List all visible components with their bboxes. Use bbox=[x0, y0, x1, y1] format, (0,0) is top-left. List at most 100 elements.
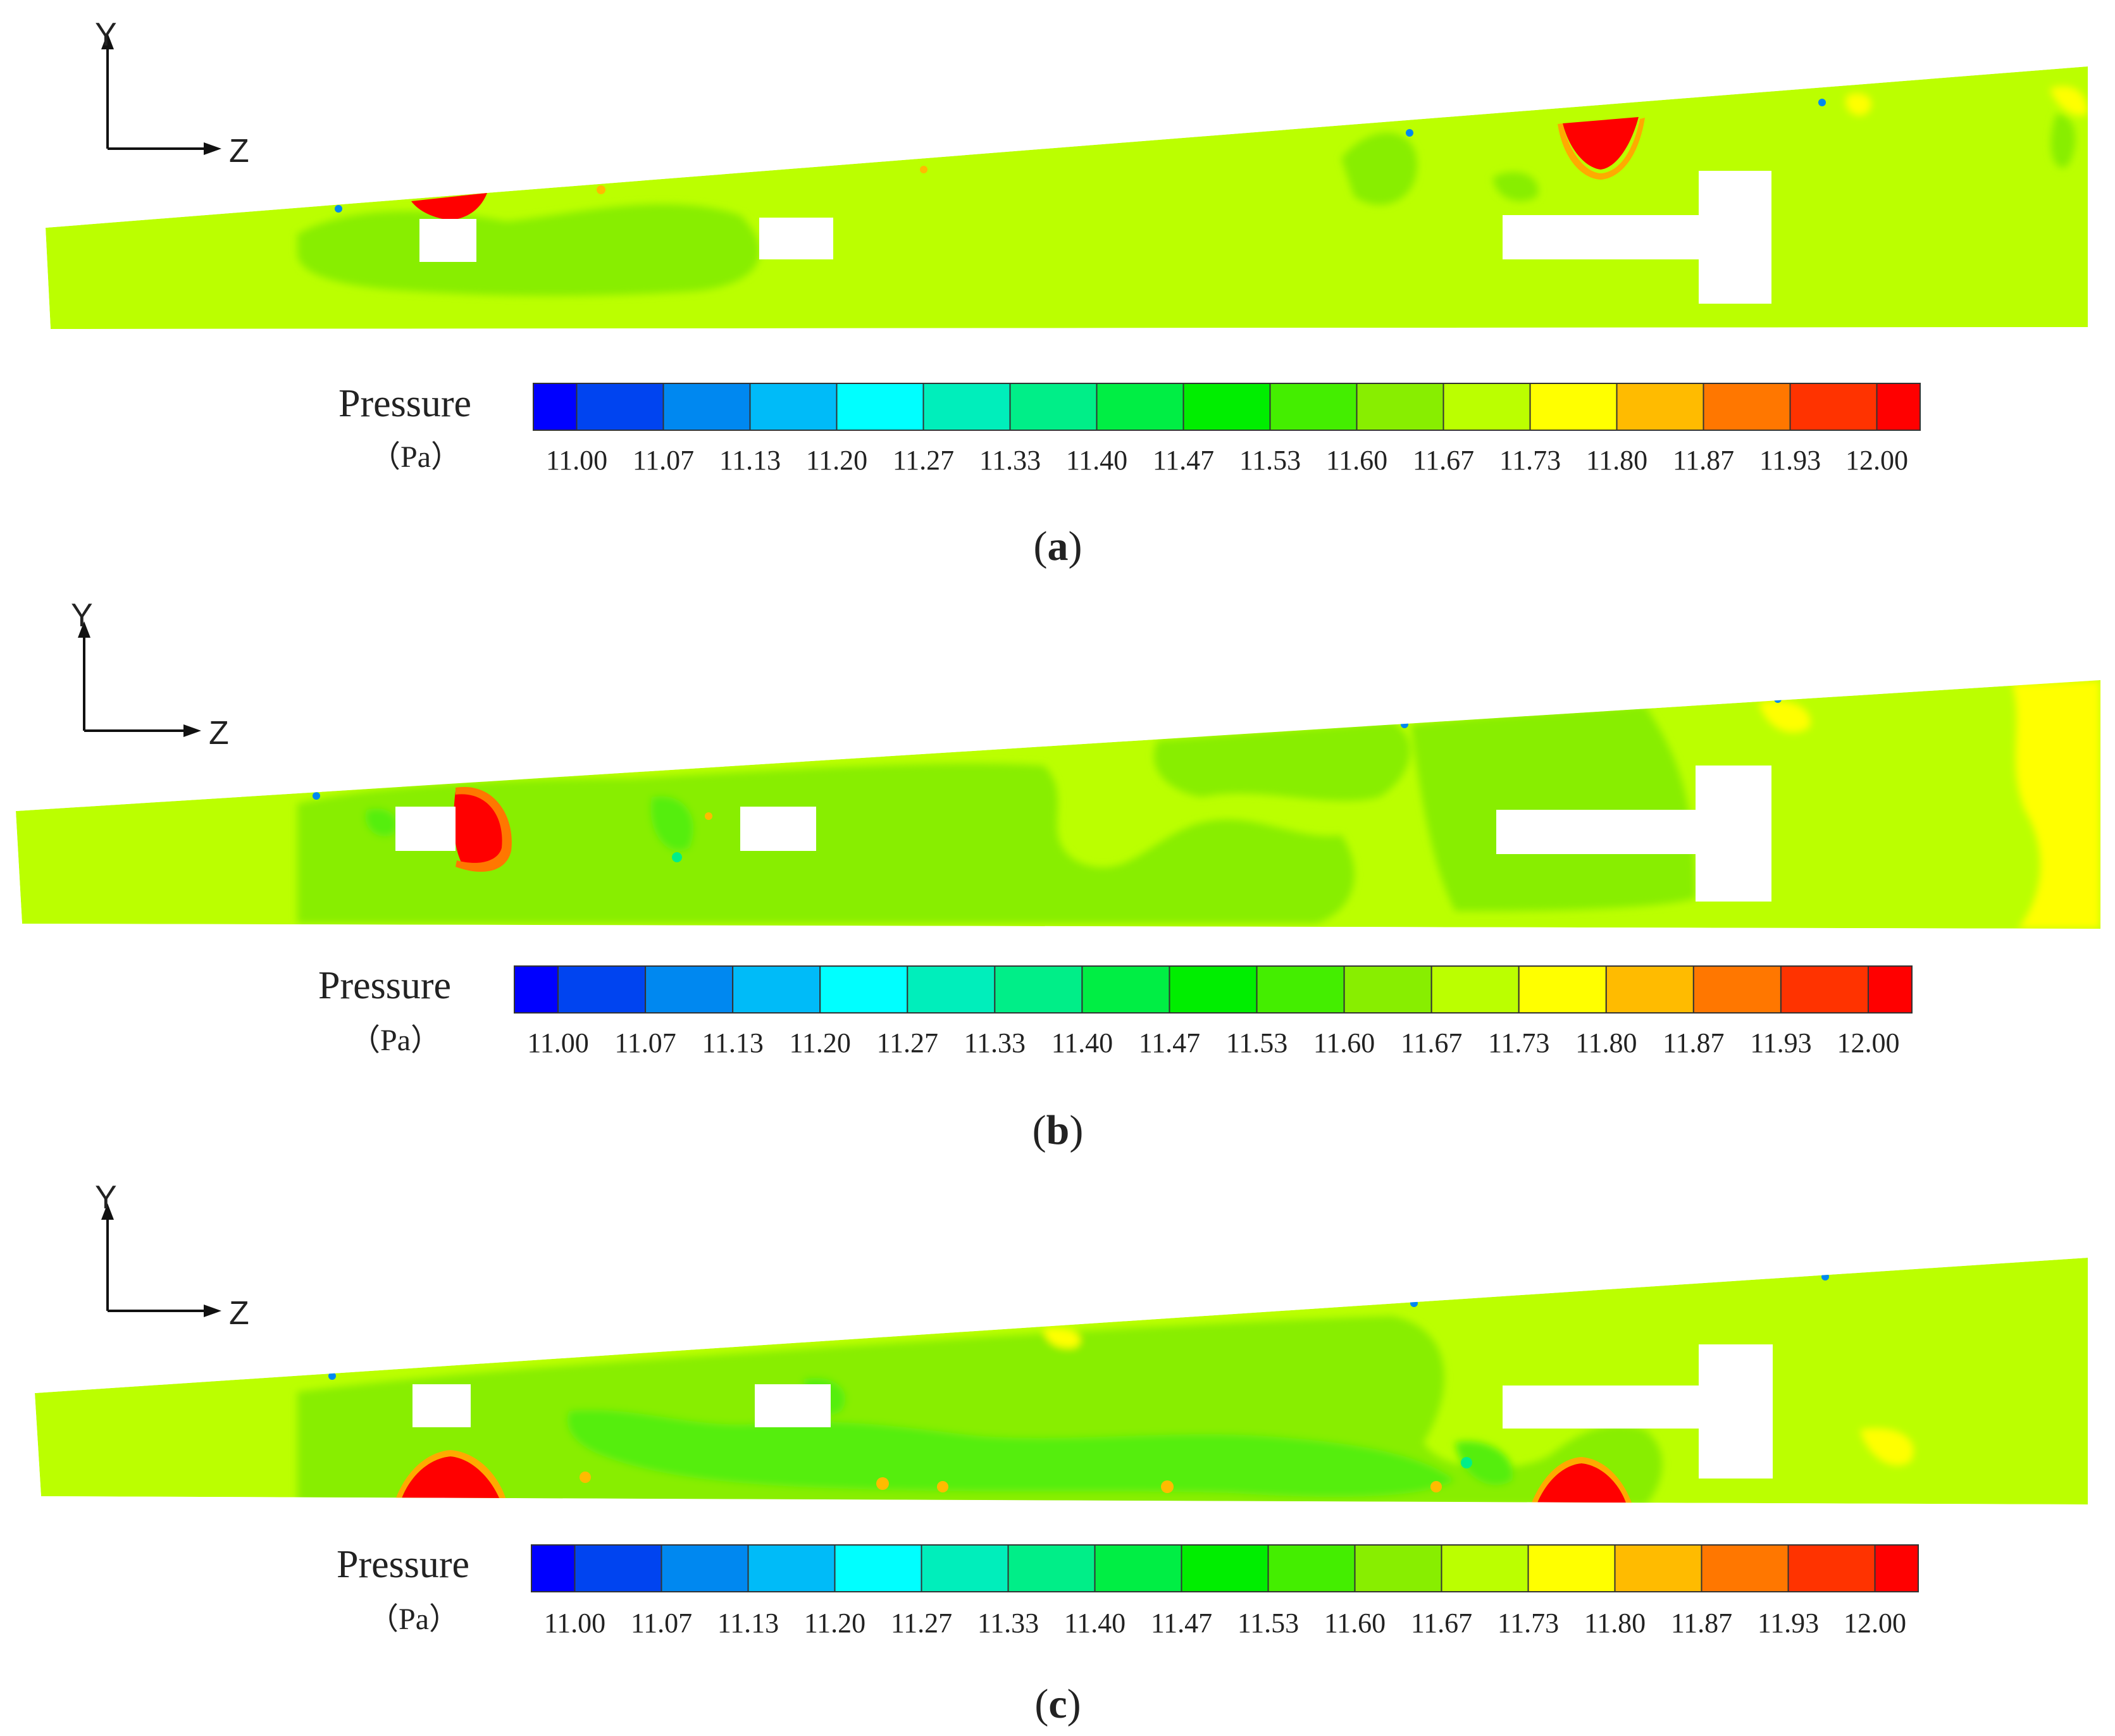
colorbar-tick-label: 11.00 bbox=[546, 445, 607, 476]
colorbar-cell bbox=[819, 965, 909, 1014]
colorbar-cells bbox=[514, 965, 1913, 1014]
green-region bbox=[1153, 721, 1410, 801]
z-axis-label: Z bbox=[209, 715, 229, 752]
colorbar-tick-label: 11.20 bbox=[804, 1608, 865, 1639]
colorbar-cell bbox=[836, 383, 924, 431]
orange-rim bbox=[1558, 118, 1645, 180]
colorbar-cell bbox=[576, 383, 664, 431]
colorbar-tick-label: 11.80 bbox=[1584, 1608, 1646, 1639]
colorbar-tick-label: 11.47 bbox=[1139, 1027, 1200, 1058]
colorbar-tick-label: 11.93 bbox=[1750, 1027, 1811, 1058]
z-axis-label: Z bbox=[229, 133, 249, 170]
colorbar-cell bbox=[1269, 383, 1358, 431]
colorbar-cell bbox=[749, 383, 838, 431]
colorbar-cell bbox=[1518, 965, 1607, 1014]
panel-label-b: (b) bbox=[1033, 1107, 1084, 1153]
colorbar-tick-label: 11.40 bbox=[1064, 1608, 1126, 1639]
colorbar-cell bbox=[1441, 1544, 1529, 1592]
colorbar-ticks: 11.00 11.07 11.13 11.20 11.27 11.33 11.40 11.47… bbox=[527, 1027, 1899, 1058]
green-region bbox=[365, 809, 397, 836]
colorbar-cell bbox=[1692, 965, 1782, 1014]
colorbar-cell bbox=[1007, 1544, 1096, 1592]
colorbar-tick-label: 11.07 bbox=[614, 1027, 676, 1058]
legend-unit: （Pa） bbox=[370, 440, 461, 474]
contour-field-b bbox=[16, 680, 2100, 929]
colorbar-cell bbox=[1181, 1544, 1269, 1592]
colorbar-tick-label: 11.80 bbox=[1575, 1027, 1637, 1058]
colorbar-tick-label: 11.73 bbox=[1488, 1027, 1549, 1058]
colorbar-cell bbox=[1614, 1544, 1703, 1592]
colorbar-tick-label: 11.60 bbox=[1324, 1608, 1386, 1639]
legend-unit: （Pa） bbox=[368, 1603, 459, 1636]
colorbar-tick-label: 11.40 bbox=[1066, 445, 1127, 476]
colorbar-cell bbox=[1867, 965, 1913, 1014]
yellow-spot bbox=[1845, 93, 1872, 116]
colorbar-tick-label: 11.67 bbox=[1401, 1027, 1462, 1058]
colorbar-cell bbox=[1442, 383, 1531, 431]
colorbar-tick-label: 11.27 bbox=[891, 1608, 952, 1639]
cutouts-b bbox=[395, 766, 1771, 902]
colorbar-cell bbox=[907, 965, 996, 1014]
cutout-t-bar bbox=[1503, 215, 1699, 259]
cutout-block bbox=[419, 219, 476, 262]
colorbar-tick-label: 11.80 bbox=[1586, 445, 1647, 476]
colorbar-cell bbox=[1876, 383, 1921, 431]
colorbar-cell bbox=[1780, 965, 1869, 1014]
legend-title: Pressure bbox=[318, 964, 451, 1007]
cutouts-a bbox=[419, 171, 1771, 304]
cutouts-c bbox=[412, 1344, 1773, 1479]
red-hotspot bbox=[454, 790, 504, 867]
colorbar-tick-label: 11.73 bbox=[1498, 1608, 1559, 1639]
colorbar-cell bbox=[514, 965, 559, 1014]
z-axis-label: Z bbox=[229, 1295, 249, 1332]
colorbar-cell bbox=[994, 965, 1083, 1014]
axis-triad-a: Y Z bbox=[95, 16, 249, 170]
cutout-block bbox=[412, 1384, 471, 1427]
colorbar-cell bbox=[662, 383, 751, 431]
colorbar-tick-label: 11.07 bbox=[633, 445, 694, 476]
axis-triad-c: Y Z bbox=[95, 1179, 249, 1332]
colorbar-cell bbox=[1701, 1544, 1789, 1592]
orange-rim bbox=[1531, 1457, 1632, 1504]
colorbar-cell bbox=[732, 965, 821, 1014]
colorbar-tick-label: 11.53 bbox=[1226, 1027, 1287, 1058]
colorbar-cell bbox=[1529, 383, 1618, 431]
colorbar-tick-label: 12.00 bbox=[1845, 445, 1908, 476]
green-region bbox=[1411, 705, 1696, 911]
colorbar-tick-label: 11.33 bbox=[964, 1027, 1026, 1058]
colorbar-cell bbox=[834, 1544, 922, 1592]
legend-unit: （Pa） bbox=[350, 1024, 441, 1057]
red-hotspot bbox=[1563, 117, 1639, 170]
green-region bbox=[297, 204, 760, 296]
colorbar-tick-label: 11.07 bbox=[631, 1608, 692, 1639]
y-axis-label: Y bbox=[71, 597, 93, 634]
colorbar-cell bbox=[1081, 965, 1170, 1014]
colorbar-tick-label: 11.87 bbox=[1671, 1608, 1732, 1639]
colorbar-cell bbox=[1354, 1544, 1442, 1592]
cutout-t-post bbox=[1696, 766, 1771, 902]
colorbar-tick-label: 11.20 bbox=[790, 1027, 851, 1058]
cutout-t-post bbox=[1699, 171, 1771, 304]
colorbar-tick-label: 11.67 bbox=[1413, 445, 1474, 476]
cutout-block bbox=[755, 1384, 831, 1427]
cutout-t-post bbox=[1699, 1344, 1773, 1479]
yellow-spot bbox=[1860, 1428, 1914, 1466]
colorbar-tick-label: 11.33 bbox=[979, 445, 1041, 476]
red-hotspot bbox=[1537, 1463, 1626, 1503]
colorbar-tick-label: 11.67 bbox=[1411, 1608, 1472, 1639]
colorbar-cell bbox=[557, 965, 647, 1014]
colorbar-cell bbox=[531, 1544, 576, 1592]
yellow-region bbox=[2012, 680, 2100, 929]
colorbar-cell bbox=[1874, 1544, 1919, 1592]
contour-field-a bbox=[46, 66, 2088, 329]
legend-title: Pressure bbox=[338, 382, 471, 425]
colorbar-tick-label: 11.40 bbox=[1051, 1027, 1113, 1058]
colorbar-cell bbox=[1430, 965, 1520, 1014]
colorbar-cell bbox=[1703, 383, 1791, 431]
colorbar-tick-label: 12.00 bbox=[1844, 1608, 1906, 1639]
colorbar-cells bbox=[531, 1544, 1919, 1592]
colorbar-tick-label: 11.93 bbox=[1758, 1608, 1819, 1639]
field-base-a bbox=[46, 66, 2088, 329]
colorbar-cell bbox=[1787, 1544, 1876, 1592]
green-region bbox=[1455, 1441, 1513, 1485]
